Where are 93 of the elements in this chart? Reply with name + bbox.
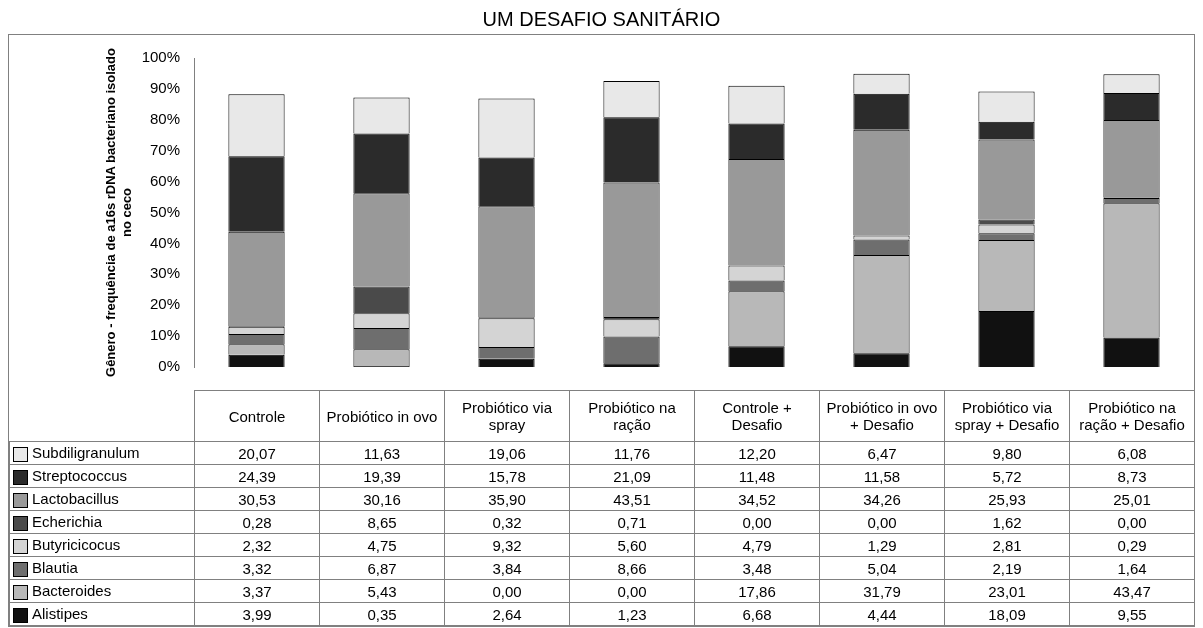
chart-title: UM DESAFIO SANITÁRIO (481, 8, 722, 32)
data-label: 5,60 (569, 533, 695, 557)
data-label: 4,75 (319, 533, 445, 557)
data-label: 30,16 (319, 487, 445, 511)
y-axis-title: Gênero - frequência de a16s rDNA bacteriano isolado no ceco (103, 47, 134, 377)
y-tick-label: 60% (149, 171, 180, 189)
legend-label: Butyricicocus (9, 533, 195, 557)
data-label: 1,62 (944, 510, 1070, 534)
data-label: 6,68 (694, 602, 820, 626)
x-tick-label: Probiótico in ovo (319, 390, 445, 442)
data-label: 0,00 (694, 510, 820, 534)
y-tick-label: 20% (149, 295, 180, 313)
data-label: 0,00 (819, 510, 945, 534)
y-tick-label: 50% (149, 202, 180, 220)
legend-label: Lactobacillus (9, 487, 195, 511)
legend-label: Subdiligranulum (9, 441, 195, 465)
data-label: 9,55 (1069, 602, 1195, 626)
data-label: 2,64 (444, 602, 570, 626)
data-label: 6,47 (819, 441, 945, 465)
data-label: 17,86 (694, 579, 820, 603)
data-label: 11,58 (819, 464, 945, 488)
data-label: 0,29 (1069, 533, 1195, 557)
data-label: 5,04 (819, 556, 945, 580)
data-label: 21,09 (569, 464, 695, 488)
data-label: 0,00 (1069, 510, 1195, 534)
data-label: 9,80 (944, 441, 1070, 465)
data-label: 25,93 (944, 487, 1070, 511)
data-label: 5,43 (319, 579, 445, 603)
data-label: 3,37 (194, 579, 320, 603)
data-label: 1,23 (569, 602, 695, 626)
data-label: 3,48 (694, 556, 820, 580)
data-label: 0,71 (569, 510, 695, 534)
data-label: 11,63 (319, 441, 445, 465)
y-tick-label: 0% (158, 357, 180, 375)
data-label: 30,53 (194, 487, 320, 511)
y-tick-label: 70% (149, 140, 180, 158)
data-label: 8,65 (319, 510, 445, 534)
x-tick-label: Probiótico na ração (569, 390, 695, 442)
data-label: 5,72 (944, 464, 1070, 488)
data-label: 6,87 (319, 556, 445, 580)
data-label: 11,76 (569, 441, 695, 465)
x-tick-label: Probiótico in ovo + Desafio (819, 390, 945, 442)
data-label: 24,39 (194, 464, 320, 488)
data-label: 19,06 (444, 441, 570, 465)
data-label: 0,28 (194, 510, 320, 534)
y-tick-label: 80% (149, 109, 180, 127)
data-label: 0,35 (319, 602, 445, 626)
data-label: 34,26 (819, 487, 945, 511)
x-tick-label: Probiótico via spray + Desafio (944, 390, 1070, 442)
data-label: 11,48 (694, 464, 820, 488)
y-tick-label: 40% (149, 233, 180, 251)
data-label: 3,32 (194, 556, 320, 580)
data-label: 8,73 (1069, 464, 1195, 488)
data-label: 34,52 (694, 487, 820, 511)
data-label: 15,78 (444, 464, 570, 488)
data-label: 4,79 (694, 533, 820, 557)
y-tick-label: 90% (149, 79, 180, 97)
data-label: 35,90 (444, 487, 570, 511)
x-tick-label: Controle (194, 390, 320, 442)
legend-label: Blautia (9, 556, 195, 580)
data-label: 18,09 (944, 602, 1070, 626)
data-label: 8,66 (569, 556, 695, 580)
data-label: 2,19 (944, 556, 1070, 580)
legend-label: Streptococcus (9, 464, 195, 488)
x-tick-label: Probiótico via spray (444, 390, 570, 442)
legend-label: Alistipes (9, 602, 195, 626)
data-label: 6,08 (1069, 441, 1195, 465)
y-tick-label: 30% (149, 264, 180, 282)
x-tick-label: Probiótico na ração + Desafio (1069, 390, 1195, 442)
data-label: 3,84 (444, 556, 570, 580)
y-tick-label: 100% (141, 48, 180, 66)
x-tick-label: Controle + Desafio (694, 390, 820, 442)
data-label: 19,39 (319, 464, 445, 488)
data-label: 0,00 (444, 579, 570, 603)
data-label: 1,29 (819, 533, 945, 557)
legend-label: Echerichia (9, 510, 195, 534)
legend-label: Bacteroides (9, 579, 195, 603)
data-label: 20,07 (194, 441, 320, 465)
data-label: 23,01 (944, 579, 1070, 603)
data-label: 1,64 (1069, 556, 1195, 580)
data-label: 12,20 (694, 441, 820, 465)
data-label: 25,01 (1069, 487, 1195, 511)
data-label: 31,79 (819, 579, 945, 603)
data-label: 43,47 (1069, 579, 1195, 603)
data-label: 0,32 (444, 510, 570, 534)
data-label: 4,44 (819, 602, 945, 626)
data-label: 2,32 (194, 533, 320, 557)
data-label: 3,99 (194, 602, 320, 626)
data-label: 43,51 (569, 487, 695, 511)
data-label: 9,32 (444, 533, 570, 557)
y-tick-label: 10% (149, 326, 180, 344)
data-label: 0,00 (569, 579, 695, 603)
data-label: 2,81 (944, 533, 1070, 557)
